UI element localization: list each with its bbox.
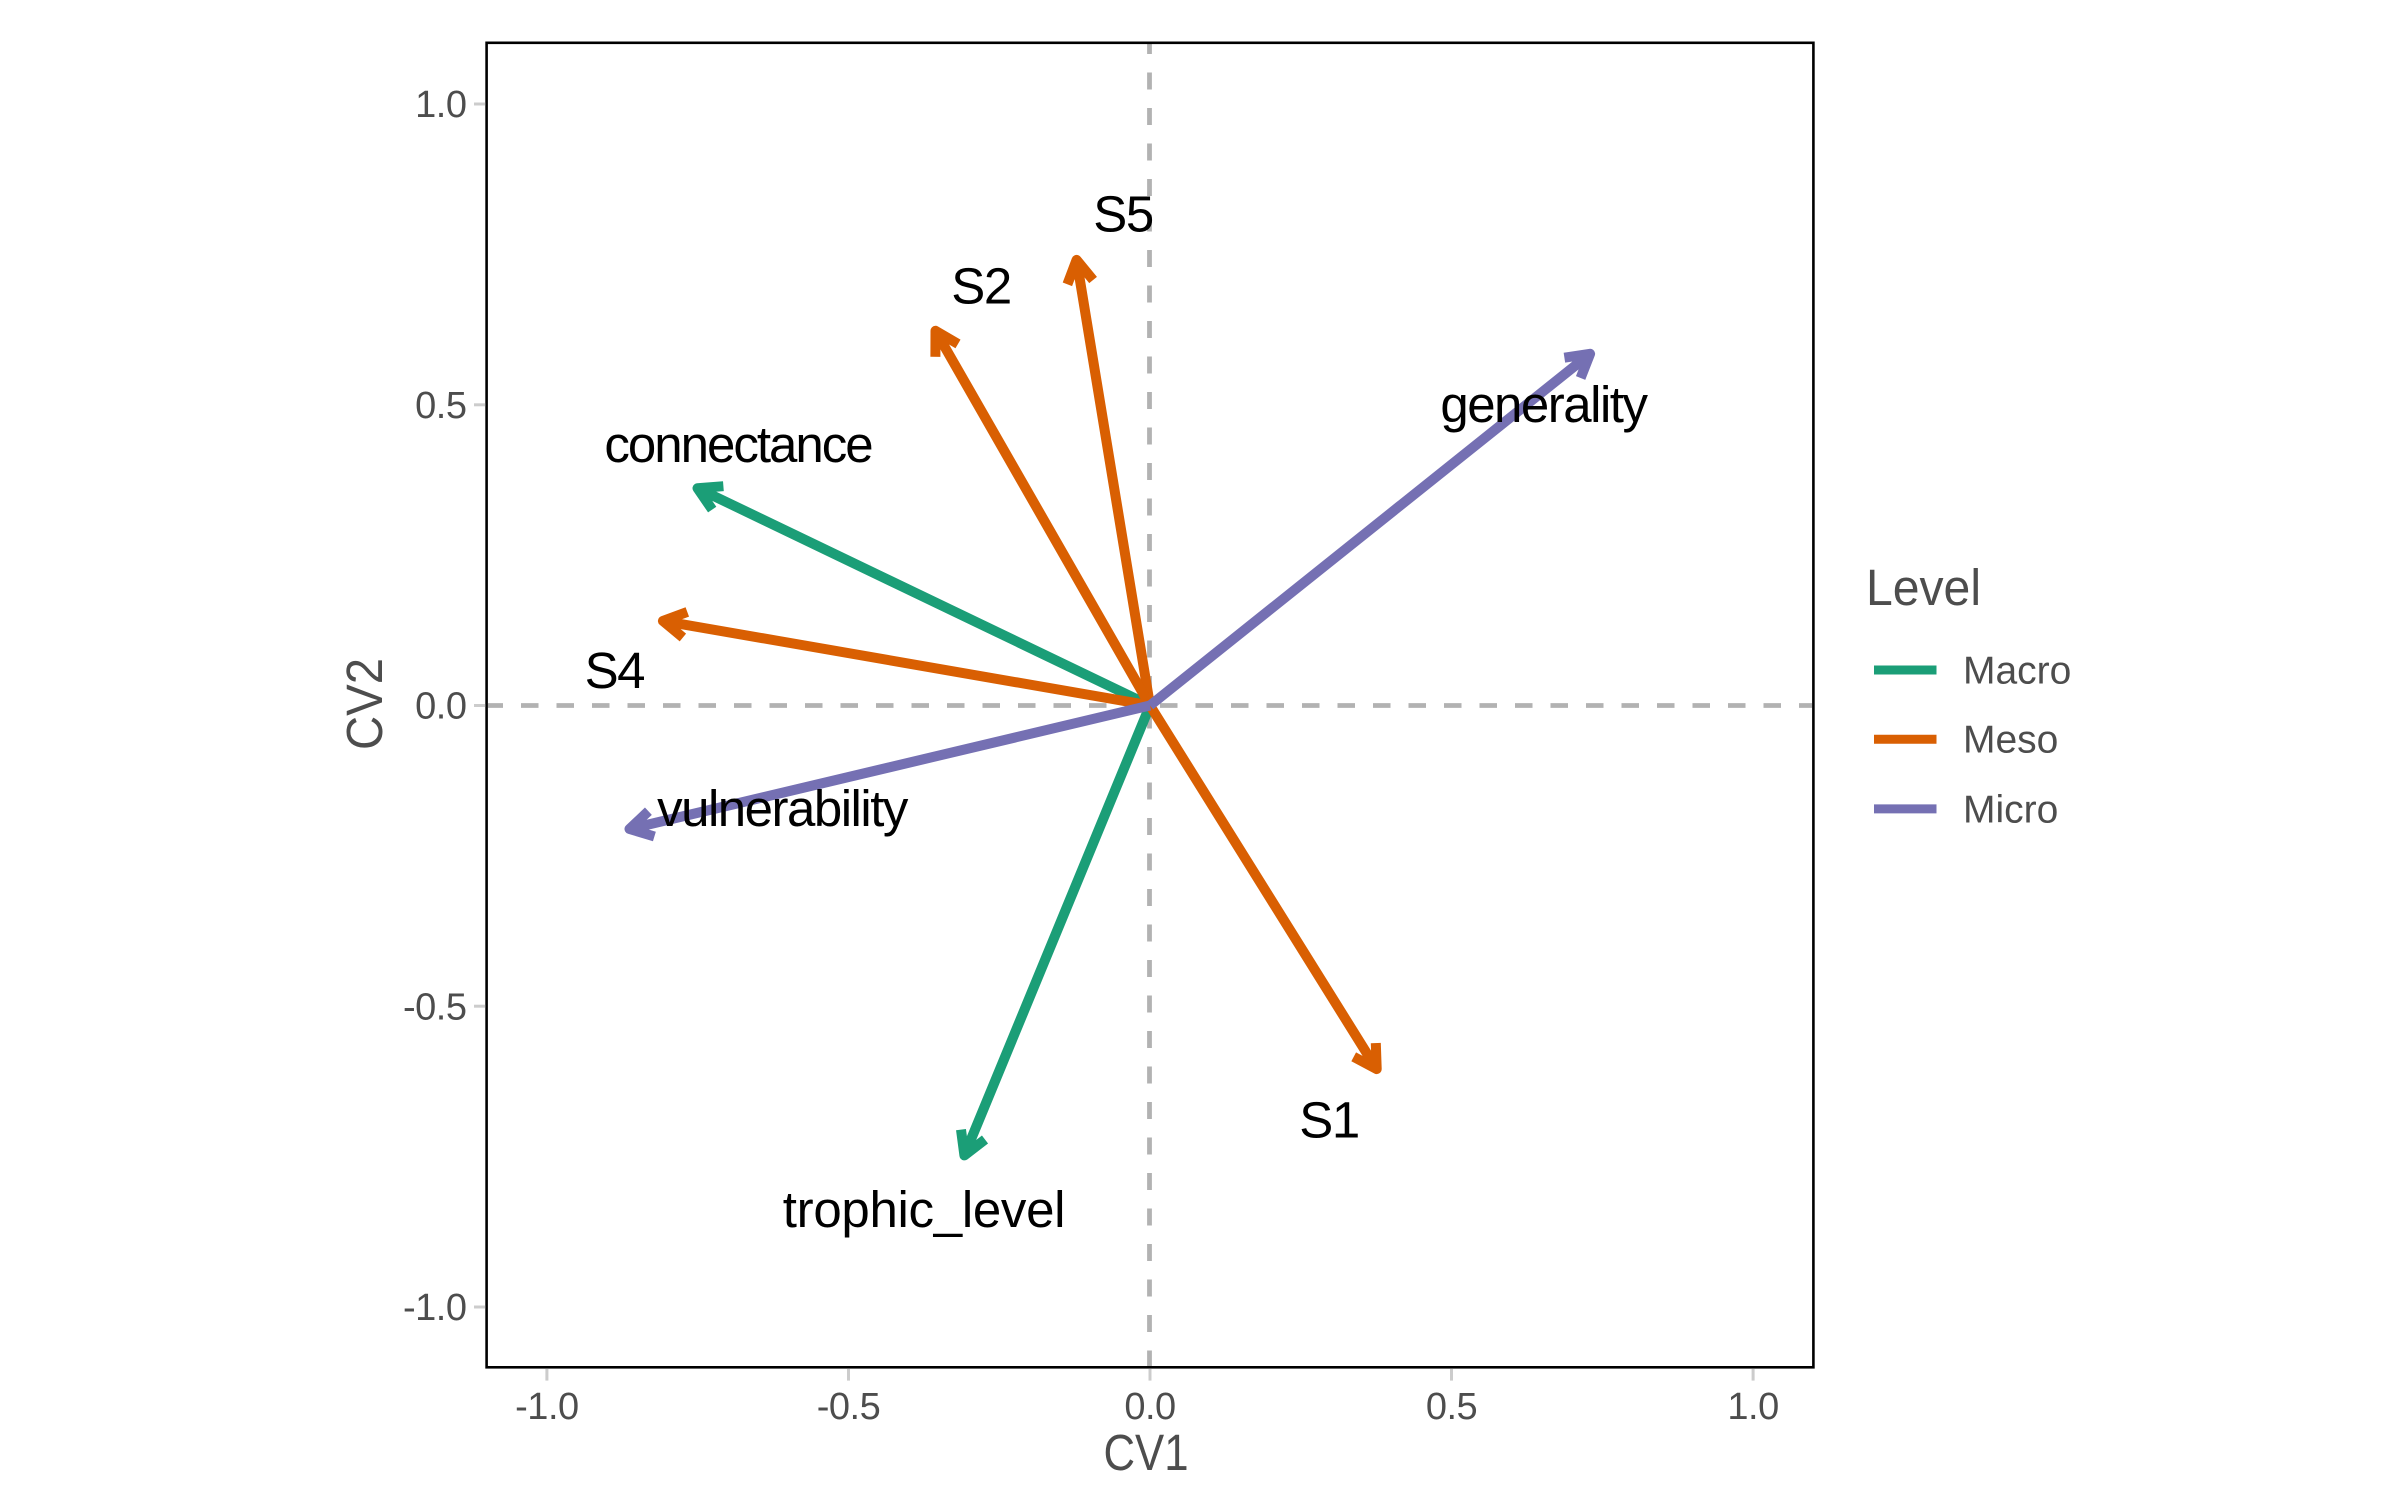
- svg-text:S5: S5: [1093, 186, 1153, 243]
- svg-text:generality: generality: [1440, 376, 1648, 433]
- svg-text:0.5: 0.5: [415, 385, 466, 427]
- svg-text:vulnerability: vulnerability: [657, 780, 909, 837]
- svg-text:Level: Level: [1866, 559, 1981, 616]
- svg-text:S2: S2: [951, 257, 1010, 314]
- svg-text:S1: S1: [1299, 1091, 1358, 1148]
- svg-text:trophic_level: trophic_level: [783, 1181, 1065, 1238]
- svg-text:-0.5: -0.5: [403, 986, 466, 1028]
- svg-text:0.0: 0.0: [1124, 1386, 1175, 1428]
- svg-text:-1.0: -1.0: [403, 1287, 466, 1329]
- svg-text:-0.5: -0.5: [817, 1386, 880, 1428]
- svg-text:1.0: 1.0: [415, 84, 466, 126]
- svg-text:Macro: Macro: [1963, 649, 2071, 692]
- svg-text:0.5: 0.5: [1426, 1386, 1477, 1428]
- svg-text:Meso: Meso: [1963, 719, 2058, 762]
- svg-text:0.0: 0.0: [415, 686, 466, 728]
- svg-text:-1.0: -1.0: [515, 1386, 578, 1428]
- svg-text:CV1: CV1: [1104, 1424, 1189, 1481]
- svg-text:connectance: connectance: [604, 416, 872, 473]
- svg-text:CV2: CV2: [336, 658, 393, 750]
- svg-text:S4: S4: [585, 642, 645, 699]
- svg-text:1.0: 1.0: [1727, 1386, 1778, 1428]
- svg-text:Micro: Micro: [1963, 788, 2058, 831]
